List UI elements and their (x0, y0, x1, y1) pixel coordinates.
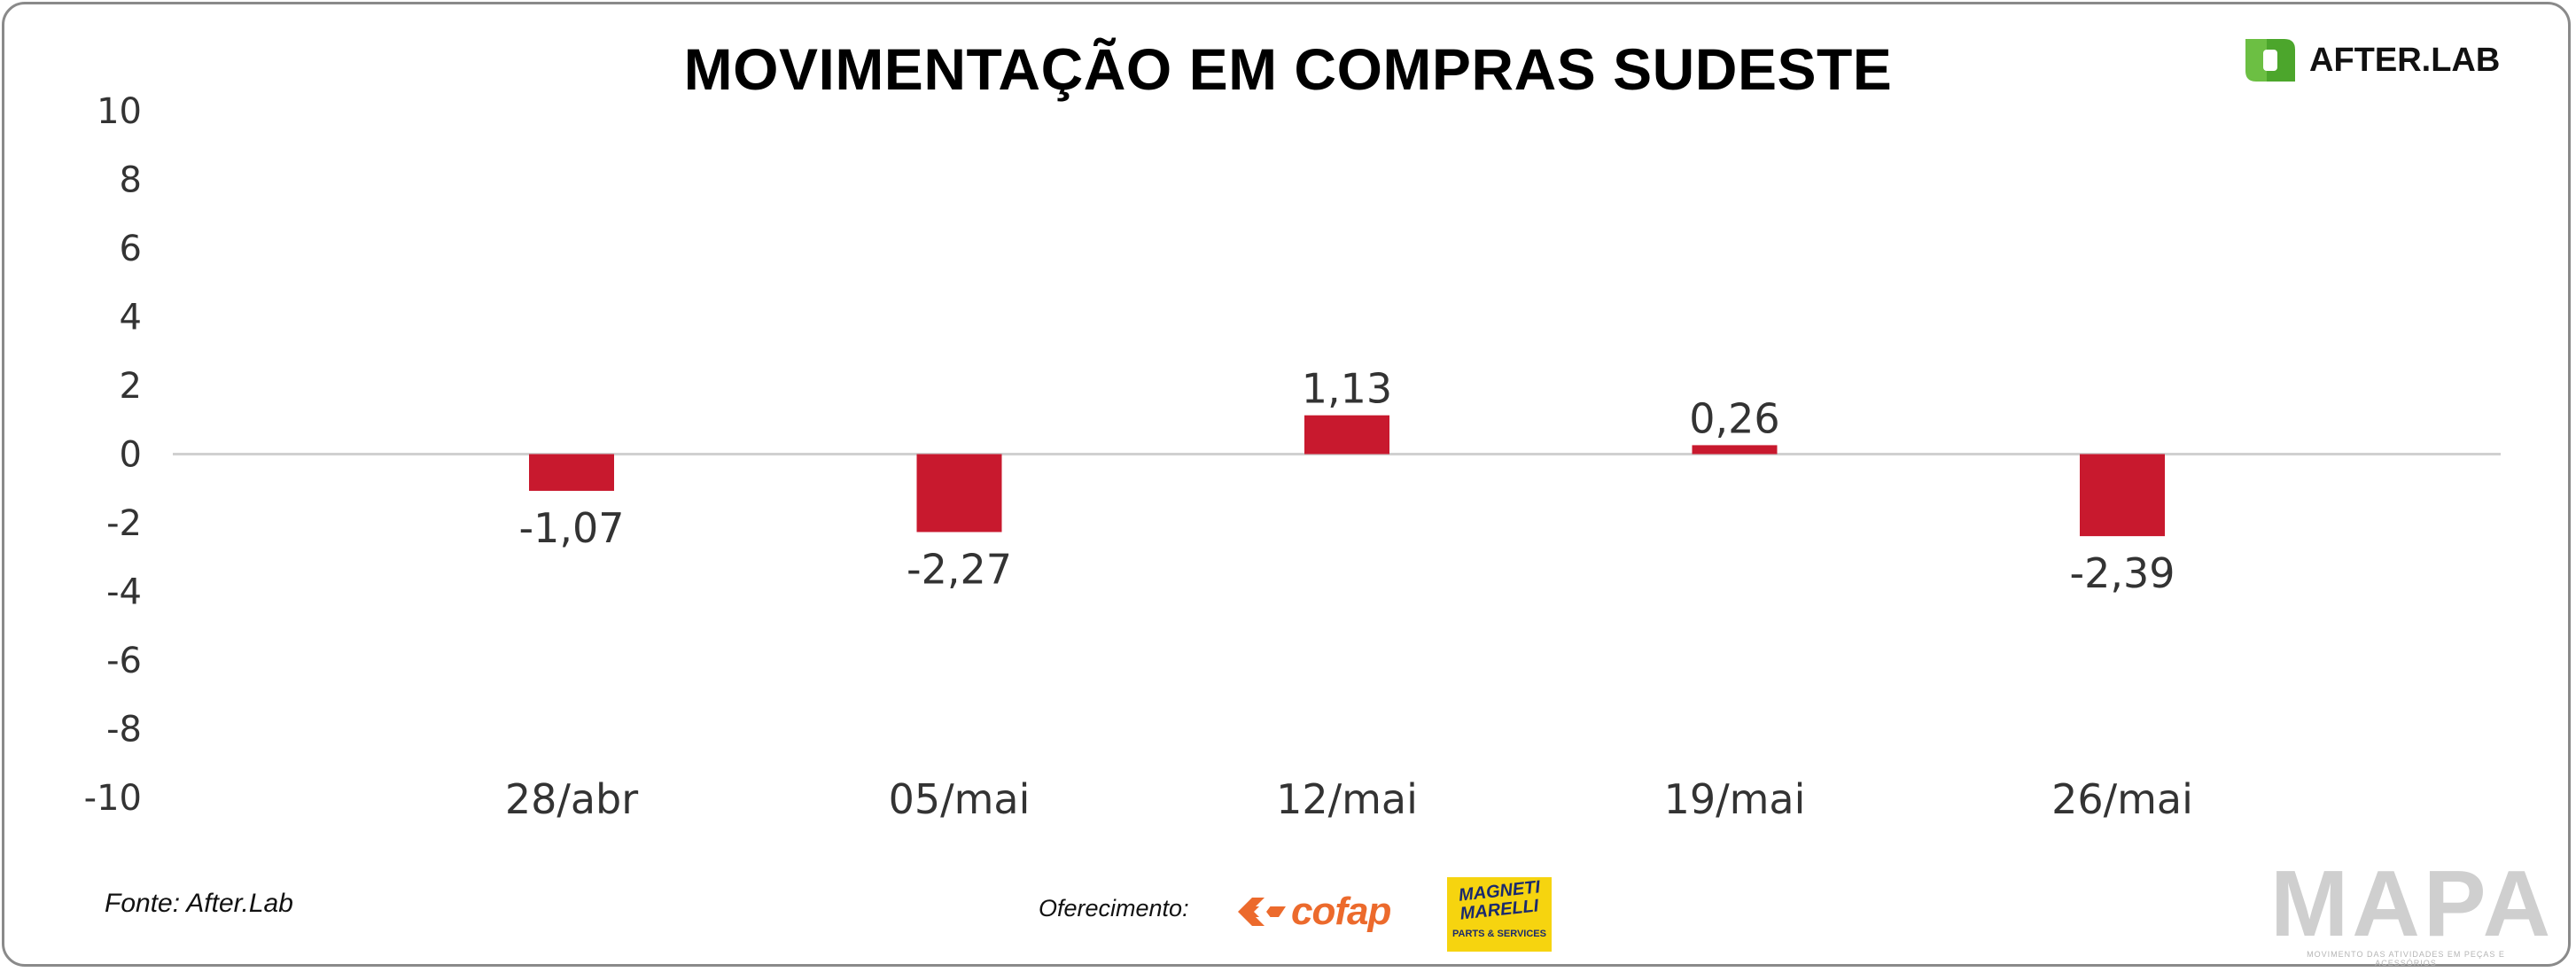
chart-title: MOVIMENTAÇÃO EM COMPRAS SUDESTE (683, 36, 1893, 102)
cofap-logo-icon (1238, 898, 1286, 926)
data-label: -1,07 (518, 504, 624, 552)
data-label: -2,39 (2069, 549, 2175, 597)
bar (2080, 454, 2165, 537)
y-tick-label: 6 (120, 229, 142, 269)
y-tick-label: 4 (120, 298, 142, 338)
data-label: 0,26 (1689, 394, 1779, 442)
magneti-marelli-logo: MAGNETI MARELLI PARTS & SERVICES (1447, 877, 1552, 952)
magneti-logo-line3: PARTS & SERVICES (1452, 929, 1546, 939)
bar (529, 454, 614, 491)
bar (916, 454, 1002, 533)
mapa-watermark-subtitle: MOVIMENTO DAS ATIVIDADES EM PEÇAS E ACES… (2307, 950, 2505, 968)
y-tick-label: 8 (120, 160, 142, 201)
data-label: 1,13 (1302, 365, 1392, 413)
x-tick-label: 12/mai (1276, 775, 1418, 823)
y-tick-label: -8 (106, 710, 142, 750)
y-tick-label: 10 (97, 91, 142, 132)
y-tick-label: 2 (120, 366, 142, 407)
data-label: -2,27 (907, 545, 1012, 593)
mapa-watermark: MAPA (2270, 851, 2555, 956)
bar (1304, 415, 1389, 455)
y-tick-label: -10 (84, 778, 142, 819)
afterlab-logo: AFTER.LAB (2240, 34, 2500, 87)
y-tick-label: -2 (106, 503, 142, 544)
cofap-logo: cofap (1236, 890, 1391, 934)
x-tick-label: 28/abr (505, 775, 638, 823)
sponsor-label: Oferecimento: (1039, 895, 1189, 921)
y-tick-label: -6 (106, 641, 142, 681)
y-tick-label: -4 (106, 572, 142, 613)
afterlab-logo-icon (2240, 35, 2300, 85)
source-note: Fonte: After.Lab (105, 889, 293, 918)
cofap-logo-text: cofap (1291, 890, 1391, 933)
bar (1692, 445, 1778, 455)
x-tick-label: 26/mai (2051, 775, 2193, 823)
x-tick-label: 05/mai (889, 775, 1031, 823)
x-tick-label: 19/mai (1664, 775, 1806, 823)
y-tick-label: 0 (120, 435, 142, 476)
afterlab-logo-text: AFTER.LAB (2309, 41, 2501, 79)
